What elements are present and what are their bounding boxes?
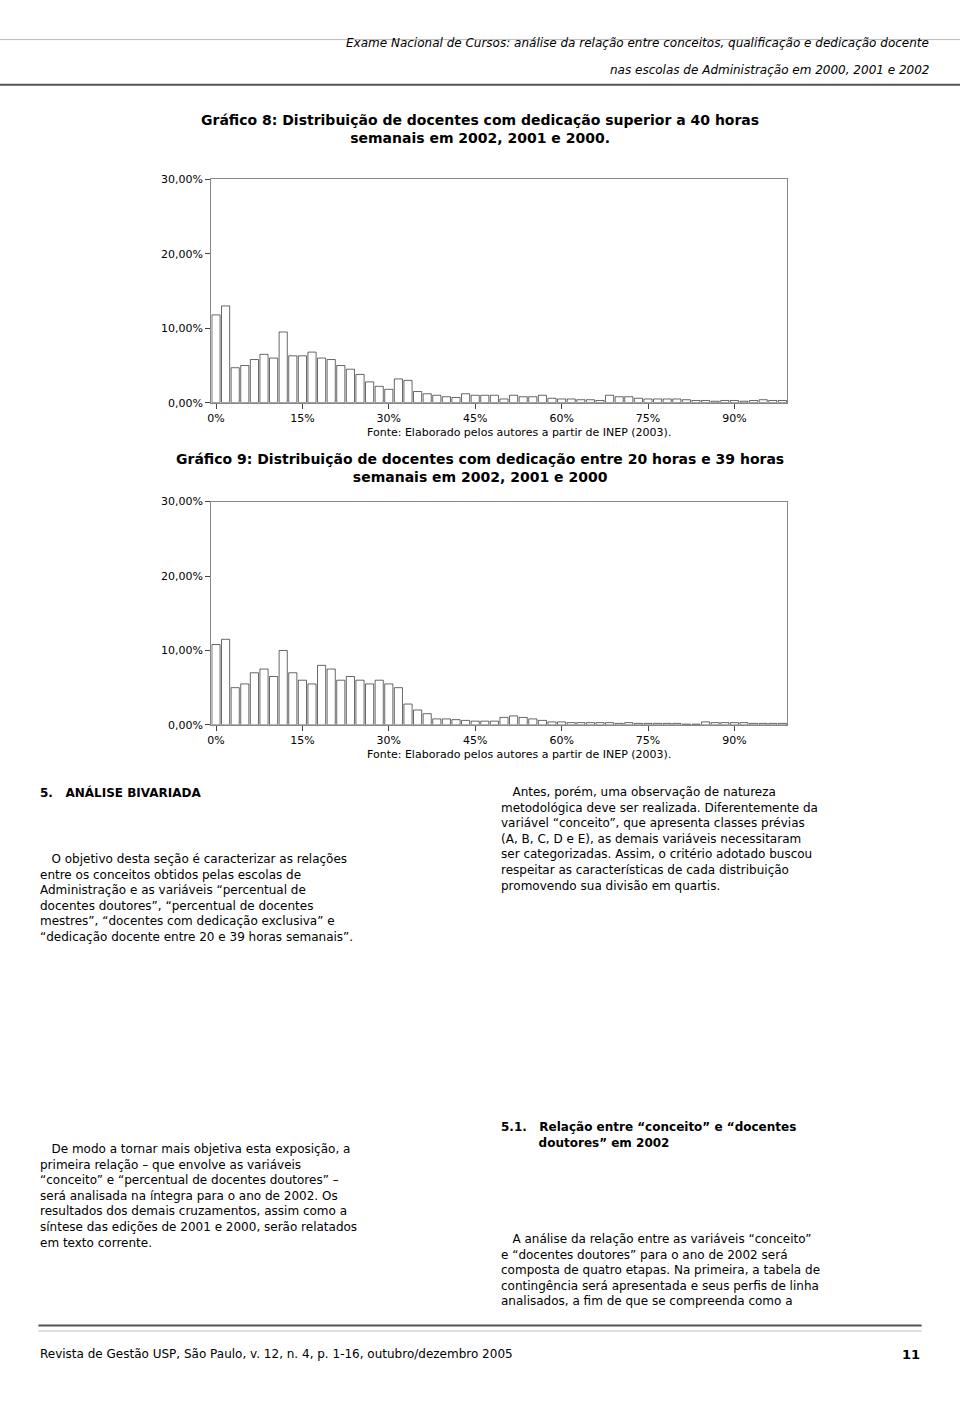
svg-text:0,00%: 0,00%	[168, 719, 203, 732]
svg-text:75%: 75%	[636, 412, 660, 425]
svg-text:45%: 45%	[463, 734, 487, 747]
svg-text:5.1. Relação entre “conceito: 5.1. Relação entre “conceito” e “docente…	[501, 1120, 796, 1150]
svg-text:15%: 15%	[290, 412, 314, 425]
svg-text:60%: 60%	[549, 412, 573, 425]
svg-text:15%: 15%	[290, 734, 314, 747]
svg-text:0,00%: 0,00%	[168, 397, 203, 410]
svg-text:O objetivo desta seção é carac: O objetivo desta seção é caracterizar as…	[40, 852, 353, 944]
svg-text:0%: 0%	[207, 734, 224, 747]
svg-text:30%: 30%	[377, 734, 401, 747]
svg-text:Antes, porém, uma observação d: Antes, porém, uma observação de natureza…	[501, 785, 818, 893]
svg-text:30%: 30%	[377, 412, 401, 425]
svg-text:0%: 0%	[207, 412, 224, 425]
svg-text:30,00%: 30,00%	[161, 495, 203, 508]
svg-text:De modo a tornar mais objetiva: De modo a tornar mais objetiva esta expo…	[40, 1142, 357, 1250]
svg-text:Fonte: Elaborado pelos autores: Fonte: Elaborado pelos autores a partir …	[367, 748, 671, 761]
svg-text:75%: 75%	[636, 734, 660, 747]
svg-text:60%: 60%	[549, 734, 573, 747]
svg-text:20,00%: 20,00%	[161, 248, 203, 261]
svg-text:10,00%: 10,00%	[161, 644, 203, 657]
svg-text:90%: 90%	[722, 734, 746, 747]
svg-text:90%: 90%	[722, 412, 746, 425]
svg-text:Exame Nacional de Cursos: anál: Exame Nacional de Cursos: análise da rel…	[346, 36, 929, 50]
svg-text:20,00%: 20,00%	[161, 570, 203, 583]
svg-text:Gráfico 9: Distribuição de doc: Gráfico 9: Distribuição de docentes com …	[176, 451, 784, 485]
svg-text:11: 11	[902, 1347, 920, 1362]
svg-text:A análise da relação entre as: A análise da relação entre as variáveis …	[501, 1232, 820, 1308]
svg-text:Gráfico 8: Distribuição de doc: Gráfico 8: Distribuição de docentes com …	[201, 112, 759, 146]
svg-text:30,00%: 30,00%	[161, 173, 203, 186]
svg-text:Revista de Gestão USP, São Pau: Revista de Gestão USP, São Paulo, v. 12,…	[40, 1347, 513, 1361]
svg-text:5. ANÁLISE BIVARIADA: 5. ANÁLISE BIVARIADA	[40, 785, 202, 800]
svg-text:45%: 45%	[463, 412, 487, 425]
svg-text:10,00%: 10,00%	[161, 322, 203, 335]
svg-text:nas escolas de Administração e: nas escolas de Administração em 2000, 20…	[610, 63, 929, 77]
svg-text:Fonte: Elaborado pelos autores: Fonte: Elaborado pelos autores a partir …	[367, 426, 671, 439]
